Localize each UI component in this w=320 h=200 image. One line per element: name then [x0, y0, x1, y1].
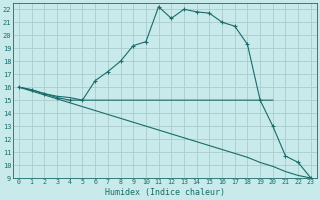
X-axis label: Humidex (Indice chaleur): Humidex (Indice chaleur): [105, 188, 225, 197]
